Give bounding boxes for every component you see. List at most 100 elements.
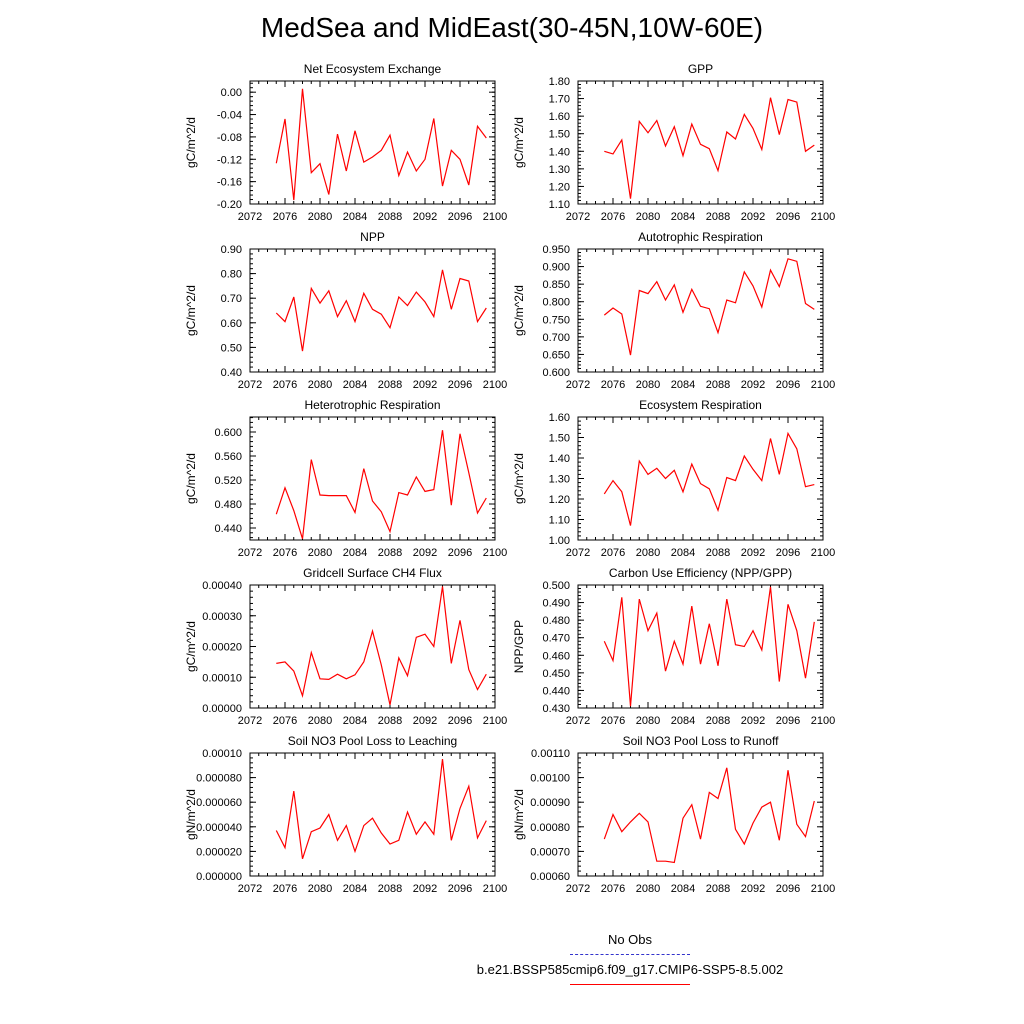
y-axis-label: gC/m^2/d: [184, 117, 198, 168]
panel-title: Soil NO3 Pool Loss to Leaching: [288, 734, 457, 748]
y-tick-label: 0.40: [221, 367, 242, 379]
y-tick-label: 0.000020: [196, 846, 242, 858]
x-tick-label: 2084: [343, 715, 367, 727]
x-tick-label: 2100: [811, 715, 835, 727]
chart-panel: Gridcell Surface CH4 Flux gC/m^2/d 2072 207…: [184, 566, 507, 727]
series-line: [603, 431, 815, 526]
x-tick-label: 2092: [413, 883, 437, 895]
y-tick-label: 0.480: [542, 615, 570, 627]
x-tick-label: 2072: [566, 379, 590, 391]
y-tick-label: 0.00010: [202, 748, 242, 760]
y-tick-label: 0.600: [542, 367, 570, 379]
series-line: [603, 586, 815, 707]
x-tick-label: 2072: [238, 547, 262, 559]
y-axis-label: gC/m^2/d: [184, 621, 198, 672]
y-tick-label: 0.950: [542, 244, 570, 256]
x-tick-label: 2096: [776, 211, 800, 223]
y-tick-label: 0.00020: [202, 642, 242, 654]
x-tick-label: 2092: [741, 379, 765, 391]
y-tick-label: 0.000000: [196, 871, 242, 883]
x-tick-label: 2088: [706, 379, 730, 391]
x-tick-label: 2080: [636, 547, 660, 559]
y-axis-label: gN/m^2/d: [512, 789, 526, 840]
x-tick-label: 2084: [343, 211, 367, 223]
x-tick-label: 2084: [671, 211, 695, 223]
plot-frame: [577, 80, 824, 205]
x-tick-label: 2080: [308, 883, 332, 895]
series-line: [603, 767, 815, 864]
x-tick-label: 2092: [413, 715, 437, 727]
x-tick-label: 2092: [741, 883, 765, 895]
x-tick-label: 2088: [378, 211, 402, 223]
y-tick-label: 0.560: [214, 451, 242, 463]
x-tick-label: 2072: [238, 883, 262, 895]
y-tick-label: 0.00000: [202, 703, 242, 715]
y-tick-label: 0.900: [542, 262, 570, 274]
y-axis-label: NPP/GPP: [512, 620, 526, 673]
x-tick-label: 2080: [308, 547, 332, 559]
y-tick-label: 0.00: [221, 87, 242, 99]
chart-panel: Autotrophic Respiration gC/m^2/d 2072 2076 2…: [512, 230, 835, 391]
y-tick-label: 1.20: [549, 181, 570, 193]
y-tick-label: 0.490: [542, 598, 570, 610]
x-tick-label: 2076: [601, 547, 625, 559]
y-axis-label: gC/m^2/d: [512, 453, 526, 504]
y-tick-label: 1.40: [549, 146, 570, 158]
y-tick-label: 1.30: [549, 474, 570, 486]
x-tick-label: 2096: [776, 883, 800, 895]
plot-frame: [249, 416, 496, 541]
x-tick-label: 2088: [706, 547, 730, 559]
y-tick-label: 0.460: [542, 650, 570, 662]
series-line: [275, 269, 487, 352]
x-tick-label: 2072: [238, 715, 262, 727]
x-tick-label: 2088: [706, 715, 730, 727]
plot-frame: [577, 248, 824, 373]
x-tick-label: 2096: [448, 379, 472, 391]
x-tick-label: 2080: [308, 715, 332, 727]
x-tick-label: 2076: [601, 883, 625, 895]
x-tick-label: 2072: [566, 547, 590, 559]
legend-case-line: [570, 984, 690, 985]
chart-panel: GPP gC/m^2/d 2072 2076 2080 2084 2088 2092 2096 2…: [512, 62, 835, 223]
x-tick-label: 2072: [566, 211, 590, 223]
x-tick-label: 2088: [378, 379, 402, 391]
y-tick-label: 1.00: [549, 535, 570, 547]
chart-panel: Soil NO3 Pool Loss to Runoff gN/m^2/d 2072…: [512, 734, 835, 895]
x-tick-label: 2080: [308, 211, 332, 223]
x-tick-label: 2084: [343, 547, 367, 559]
y-tick-label: 0.00110: [531, 748, 570, 760]
x-tick-label: 2080: [636, 211, 660, 223]
plot-frame: [249, 248, 496, 373]
y-tick-label: -0.08: [217, 132, 242, 144]
series-line: [604, 97, 815, 199]
y-tick-label: 0.700: [542, 332, 570, 344]
y-tick-label: 0.520: [214, 475, 242, 487]
x-tick-label: 2096: [448, 883, 472, 895]
y-tick-label: 0.00080: [530, 822, 570, 834]
x-tick-label: 2084: [671, 547, 695, 559]
x-tick-label: 2100: [811, 211, 835, 223]
x-tick-label: 2096: [448, 547, 472, 559]
y-tick-label: 0.00060: [530, 871, 570, 883]
x-tick-label: 2092: [413, 379, 437, 391]
x-tick-label: 2084: [671, 883, 695, 895]
series-line: [275, 430, 487, 539]
x-tick-label: 2096: [776, 715, 800, 727]
y-tick-label: 0.000060: [196, 797, 242, 809]
x-tick-label: 2076: [601, 211, 625, 223]
y-tick-label: 0.850: [542, 279, 570, 291]
x-tick-label: 2100: [483, 715, 507, 727]
x-tick-label: 2088: [706, 211, 730, 223]
plot-frame: [577, 752, 824, 877]
series-line: [276, 586, 487, 706]
series-line: [275, 88, 487, 201]
y-tick-label: 1.10: [549, 515, 570, 527]
x-tick-label: 2100: [483, 883, 507, 895]
y-axis-label: gN/m^2/d: [184, 789, 198, 840]
x-tick-label: 2096: [776, 547, 800, 559]
y-tick-label: 0.440: [214, 523, 242, 535]
y-tick-label: 0.440: [542, 685, 570, 697]
plot-frame: [249, 80, 496, 205]
